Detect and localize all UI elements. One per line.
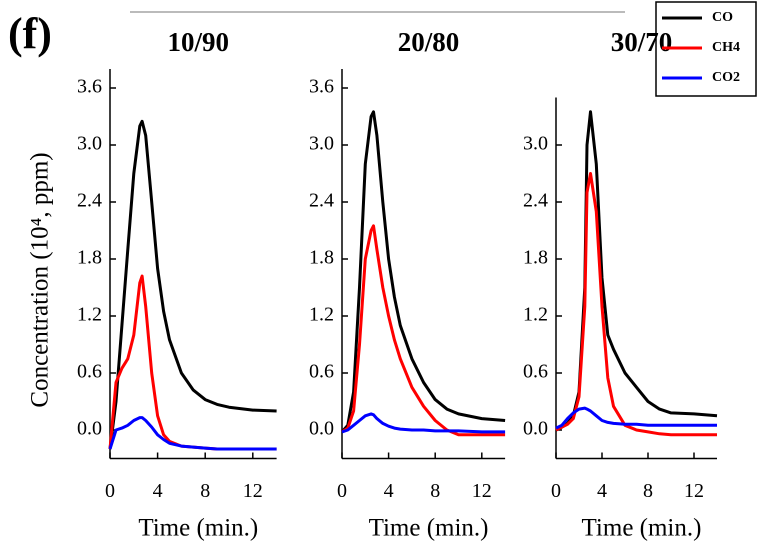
y-tick-label: 1.2 (309, 304, 334, 326)
y-tick-label: 3.0 (309, 133, 334, 155)
y-tick-label: 0.0 (523, 418, 548, 440)
series-line (555, 406, 717, 430)
y-tick-label: 1.8 (77, 247, 102, 269)
x-tick-label: 12 (243, 480, 263, 502)
x-tick-label: 4 (597, 480, 607, 502)
y-tick-label: 1.2 (77, 304, 102, 326)
x-tick-label: 12 (472, 480, 492, 502)
y-tick-label: 0.0 (309, 418, 334, 440)
legend-label: CH4 (712, 40, 740, 55)
series-line (340, 110, 506, 433)
legend-label: CO (712, 10, 733, 25)
x-tick-label: 4 (153, 480, 163, 502)
y-tick-label: 0.6 (77, 361, 102, 383)
y-tick-label: 3.6 (309, 76, 334, 98)
y-tick-label: 0.6 (309, 361, 334, 383)
y-tick-label: 1.8 (523, 247, 548, 269)
x-tick-label: 0 (551, 480, 561, 502)
panel-label: (f) (8, 9, 52, 58)
series-line (341, 412, 506, 434)
x-tick-label: 8 (200, 480, 210, 502)
chart-title: 20/80 (398, 27, 460, 57)
x-tick-label: 12 (684, 480, 704, 502)
y-tick-label: 3.6 (77, 76, 102, 98)
x-axis-label: Time (min.) (138, 515, 258, 542)
y-tick-label: 1.2 (523, 304, 548, 326)
x-tick-label: 8 (430, 480, 440, 502)
y-tick-label: 1.8 (309, 247, 334, 269)
y-tick-label: 3.0 (77, 133, 102, 155)
x-axis-label: Time (min.) (582, 515, 702, 542)
chart-title: 30/70 (611, 27, 673, 57)
y-tick-label: 2.4 (309, 190, 334, 212)
series-line (108, 416, 277, 451)
x-tick-label: 4 (384, 480, 394, 502)
y-tick-label: 2.4 (523, 190, 548, 212)
x-tick-label: 0 (337, 480, 347, 502)
y-tick-label: 3.0 (523, 133, 548, 155)
y-tick-label: 0.0 (77, 418, 102, 440)
y-tick-label: 0.6 (523, 361, 548, 383)
x-tick-label: 0 (105, 480, 115, 502)
x-tick-label: 8 (643, 480, 653, 502)
series-line (341, 224, 506, 437)
y-axis-label: Concentration (10⁴, ppm) (27, 152, 54, 407)
legend-label: CO2 (712, 70, 740, 85)
x-axis-label: Time (min.) (369, 515, 489, 542)
y-tick-label: 2.4 (77, 190, 102, 212)
series-line (108, 119, 277, 450)
chart-title: 10/90 (168, 27, 230, 57)
series-line (555, 172, 717, 437)
series-line (108, 274, 277, 451)
